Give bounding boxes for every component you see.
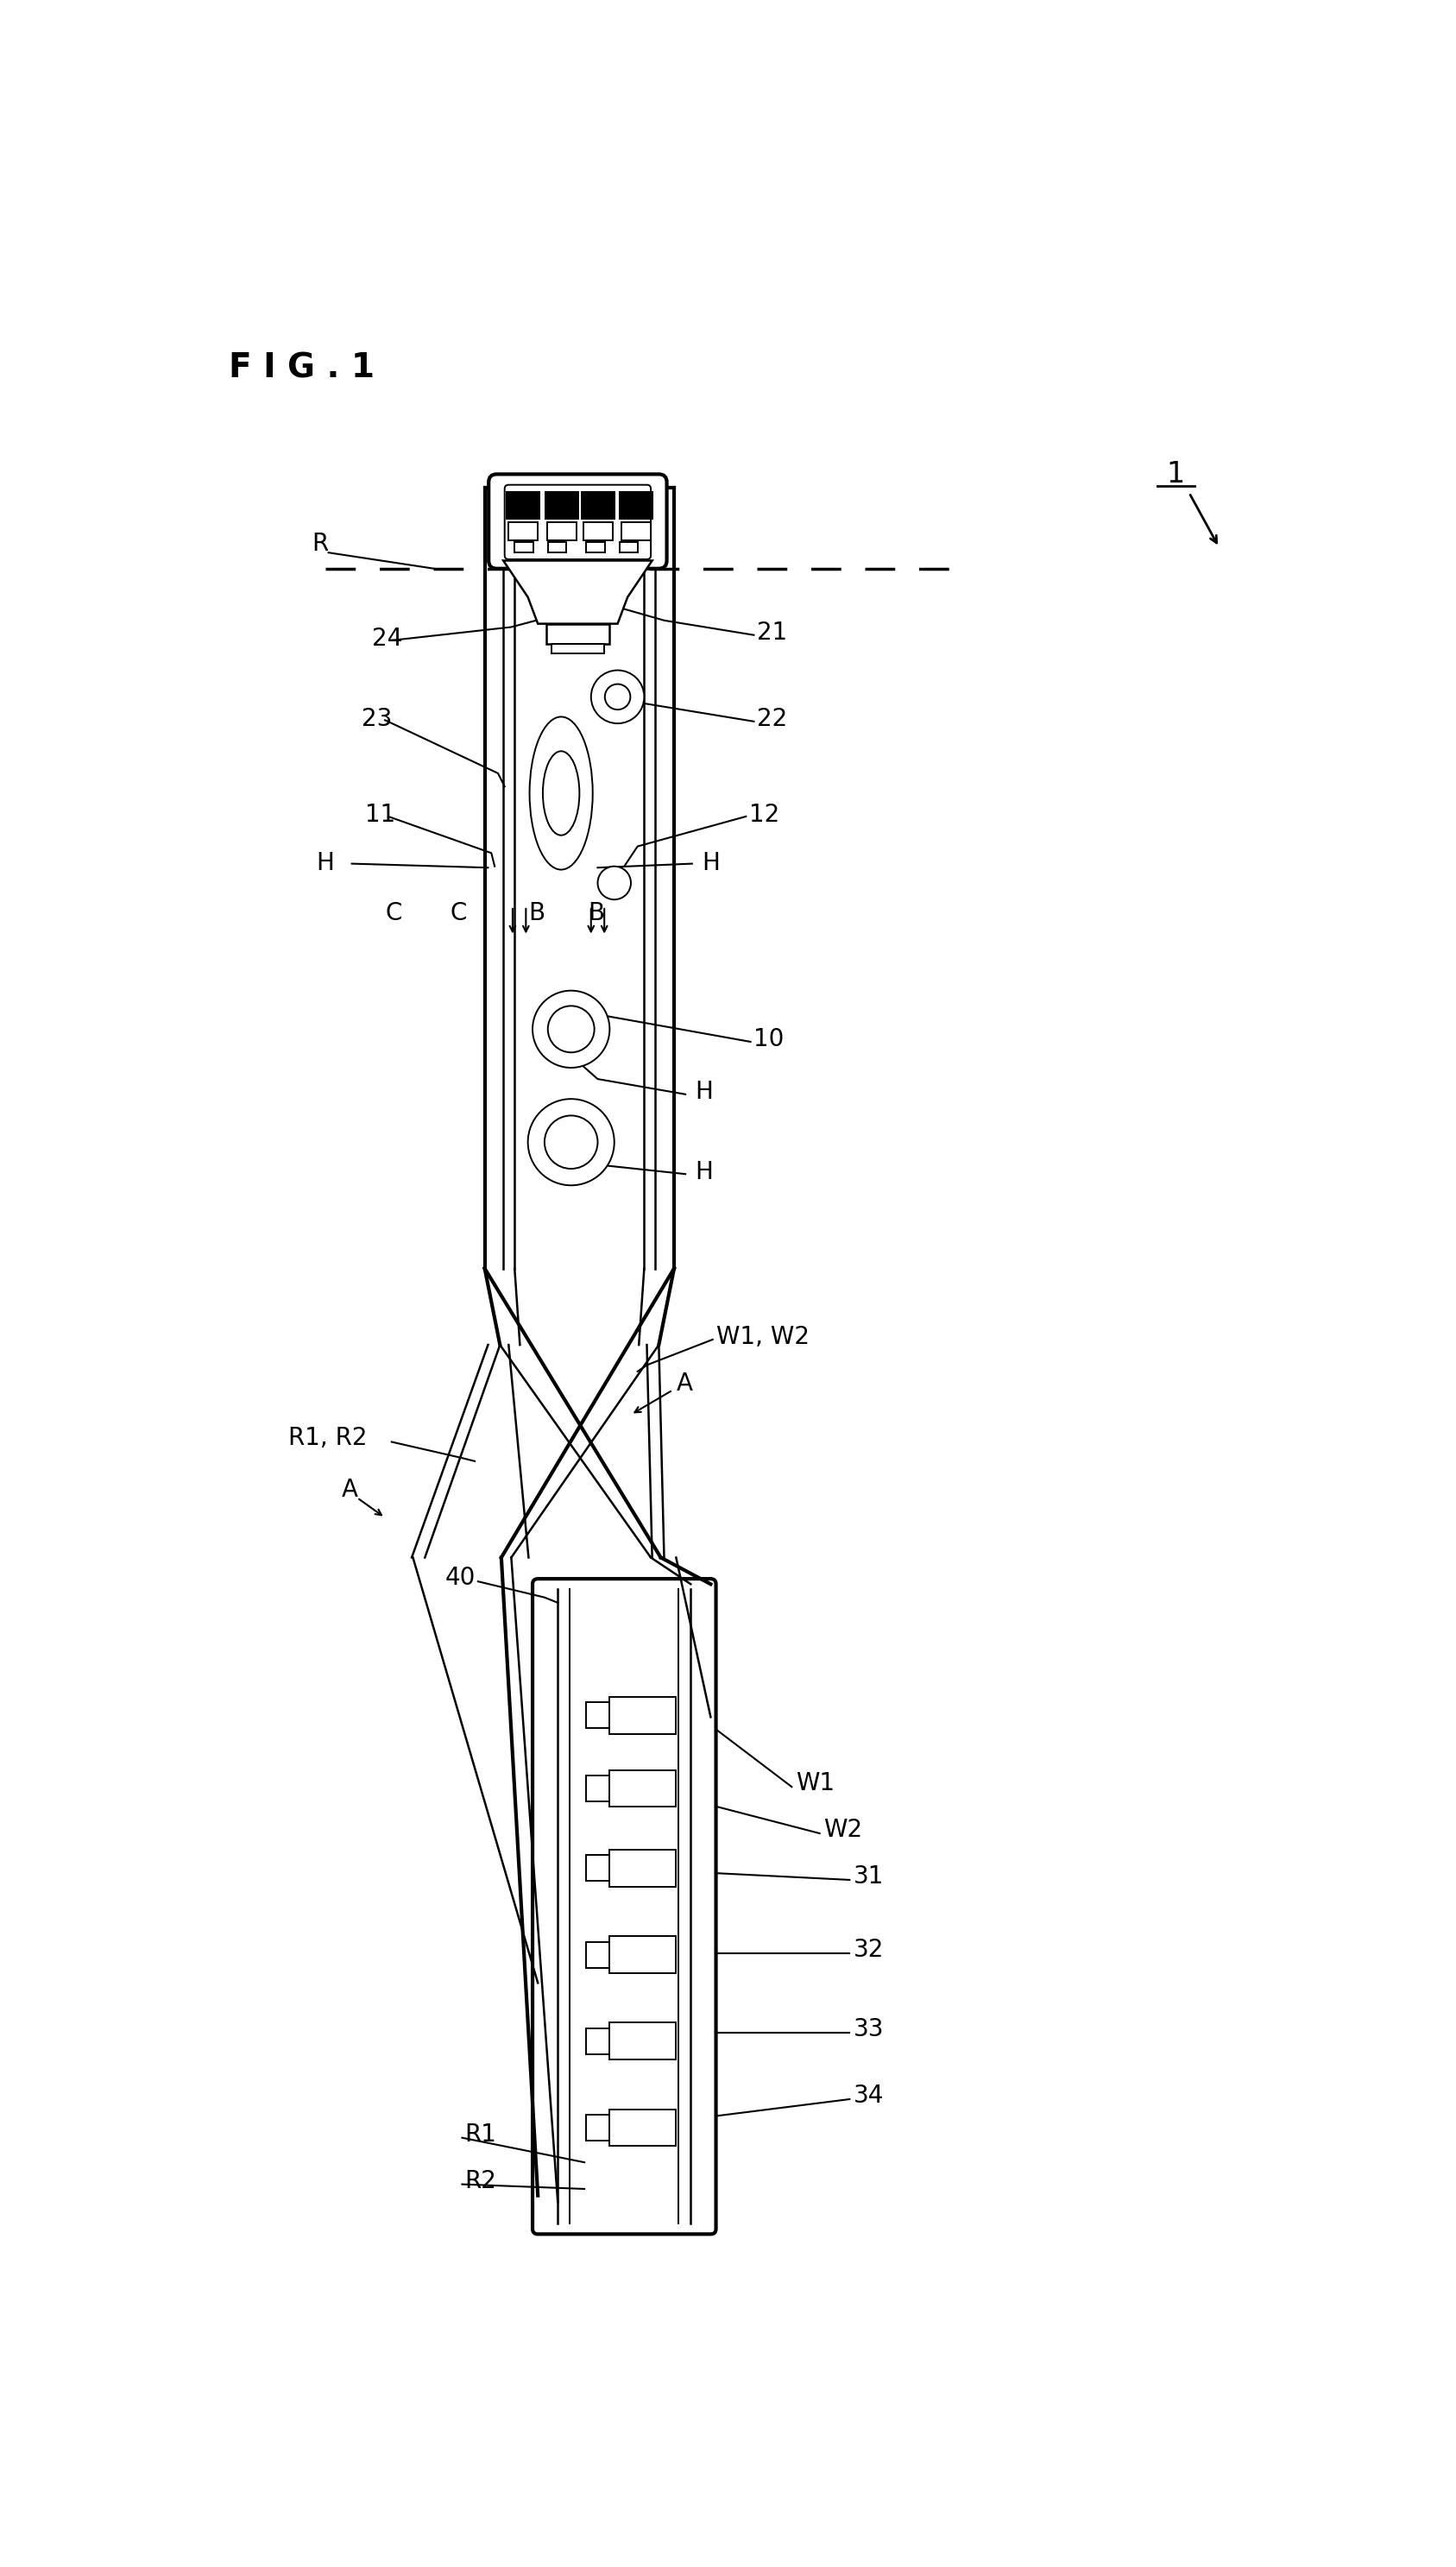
- Text: W1, W2: W1, W2: [716, 1325, 810, 1350]
- Ellipse shape: [543, 752, 579, 834]
- Text: F I G . 1: F I G . 1: [229, 352, 374, 385]
- Text: B: B: [529, 901, 545, 924]
- Text: 23: 23: [361, 706, 392, 732]
- FancyBboxPatch shape: [505, 485, 651, 560]
- Text: 11: 11: [365, 803, 396, 827]
- Bar: [546, 624, 609, 644]
- Bar: [587, 542, 606, 552]
- Text: R1: R1: [464, 2123, 496, 2146]
- Bar: [514, 542, 533, 552]
- Polygon shape: [504, 560, 652, 624]
- Text: 22: 22: [757, 706, 788, 732]
- Text: R: R: [312, 531, 329, 557]
- Bar: [545, 490, 579, 519]
- Bar: [585, 1941, 609, 1966]
- Bar: [609, 1771, 676, 1807]
- Text: 34: 34: [853, 2084, 884, 2108]
- Circle shape: [545, 1117, 597, 1168]
- Bar: [581, 490, 616, 519]
- Text: R2: R2: [464, 2169, 496, 2192]
- Circle shape: [591, 670, 644, 724]
- Bar: [585, 2115, 609, 2141]
- Bar: [620, 542, 638, 552]
- Text: W1: W1: [796, 1771, 834, 1794]
- Bar: [585, 1702, 609, 1728]
- Bar: [547, 521, 577, 542]
- Text: H: H: [316, 850, 335, 875]
- Bar: [619, 490, 654, 519]
- Text: 24: 24: [371, 626, 402, 652]
- Bar: [609, 1697, 676, 1733]
- FancyBboxPatch shape: [489, 475, 667, 567]
- Bar: [609, 2023, 676, 2059]
- Text: C: C: [450, 901, 466, 924]
- Text: H: H: [695, 1081, 713, 1104]
- Text: A: A: [676, 1371, 693, 1396]
- Bar: [609, 2110, 676, 2146]
- Text: A: A: [342, 1479, 358, 1502]
- Bar: [585, 1856, 609, 1882]
- Text: C: C: [386, 901, 402, 924]
- Text: 1: 1: [1166, 459, 1185, 488]
- Text: 12: 12: [750, 803, 779, 827]
- Circle shape: [547, 1006, 594, 1052]
- Ellipse shape: [530, 716, 593, 870]
- Text: 33: 33: [853, 2018, 884, 2041]
- Text: R1, R2: R1, R2: [288, 1425, 367, 1450]
- Bar: [552, 644, 604, 655]
- Bar: [585, 1776, 609, 1802]
- Text: H: H: [702, 850, 719, 875]
- Text: 31: 31: [853, 1864, 884, 1889]
- Text: H: H: [695, 1160, 713, 1183]
- Text: 40: 40: [446, 1566, 475, 1589]
- Circle shape: [533, 991, 610, 1068]
- FancyBboxPatch shape: [533, 1579, 716, 2233]
- Bar: [584, 521, 613, 542]
- Bar: [609, 1936, 676, 1974]
- Text: 21: 21: [757, 621, 788, 644]
- Bar: [609, 1851, 676, 1887]
- Text: W2: W2: [824, 1817, 862, 1843]
- Bar: [622, 521, 651, 542]
- Text: 32: 32: [853, 1938, 884, 1961]
- Text: B: B: [588, 901, 604, 924]
- Circle shape: [597, 865, 630, 898]
- Circle shape: [604, 683, 630, 708]
- Text: 10: 10: [754, 1027, 785, 1052]
- Bar: [508, 521, 537, 542]
- Bar: [507, 490, 540, 519]
- Bar: [585, 2028, 609, 2054]
- Circle shape: [529, 1099, 614, 1186]
- Bar: [547, 542, 566, 552]
